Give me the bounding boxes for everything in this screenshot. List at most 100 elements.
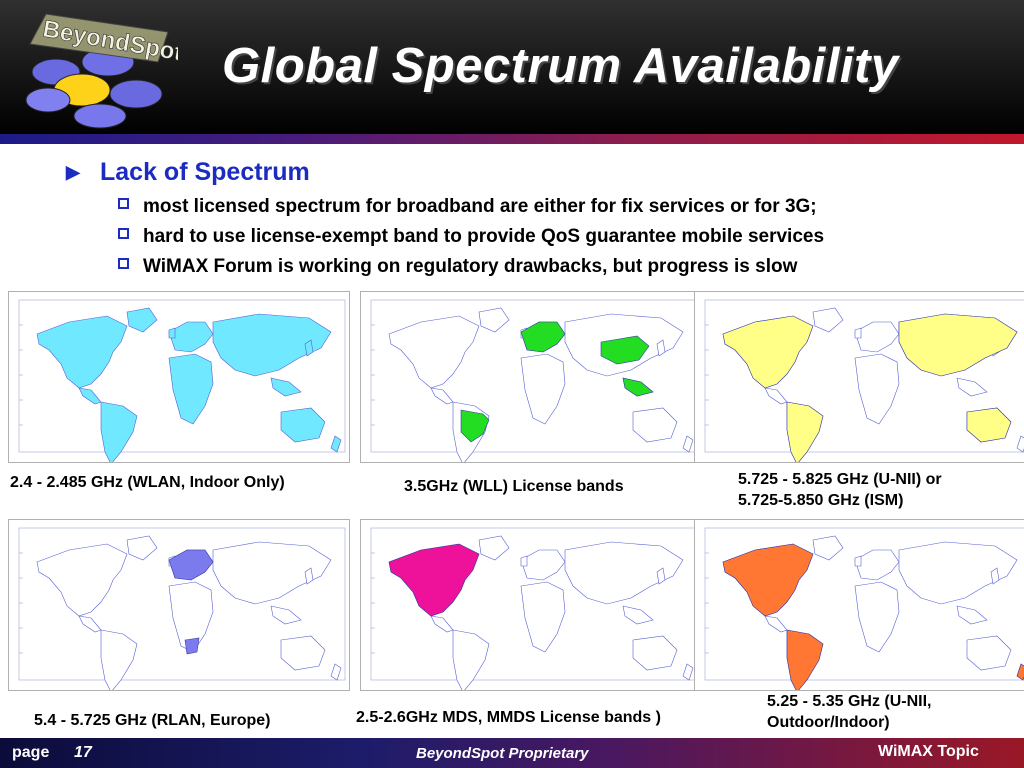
square-bullet-icon (118, 258, 129, 269)
world-map-2 (360, 291, 702, 463)
landmass-south-america (100, 629, 138, 690)
landmass-japan (656, 567, 666, 585)
landmass-north-america (36, 543, 128, 617)
beyondspot-logo: BeyondSpot (25, 13, 178, 129)
triangle-bullet-icon: ▶ (66, 162, 80, 182)
highlight-china (600, 335, 650, 365)
caption-line: Outdoor/Indoor) (767, 714, 890, 731)
landmass-greenland (478, 307, 510, 333)
highlight-south-america (786, 629, 824, 690)
landmass-asia (898, 541, 1018, 605)
main-bullet: ▶ Lack of Spectrum (66, 158, 310, 187)
landmass-europe (854, 549, 900, 581)
landmass-australia (280, 407, 326, 443)
landmass-southeast-asia (956, 605, 988, 625)
landmass-new-zealand (682, 435, 694, 453)
highlight-southeast-asia (622, 377, 654, 397)
landmass-north-america (388, 315, 480, 389)
title-banner: BeyondSpot Global Spectrum Availability (0, 0, 1024, 134)
landmass-africa (854, 353, 900, 425)
landmass-asia (212, 313, 332, 377)
landmass-south-america (452, 629, 490, 690)
landmass-greenland (478, 535, 510, 561)
page-label: page (12, 744, 50, 761)
landmass-europe (520, 549, 566, 581)
landmass-south-america (100, 401, 138, 462)
world-map-6 (694, 519, 1024, 691)
landmass-new-zealand (1016, 435, 1024, 453)
world-map-3 (694, 291, 1024, 463)
landmass-new-zealand (330, 663, 342, 681)
world-map-1 (8, 291, 350, 463)
landmass-central-america (430, 615, 454, 633)
landmass-japan (656, 339, 666, 357)
landmass-europe (854, 321, 900, 353)
sub-bullet-text: hard to use license-exempt band to provi… (143, 226, 825, 247)
highlight-south-africa (184, 637, 200, 655)
highlight-europe (168, 549, 214, 581)
page-title: Global Spectrum Availability (222, 39, 899, 93)
landmass-africa (854, 581, 900, 653)
map-caption-2: 3.5GHz (WLL) License bands (404, 478, 624, 495)
landmass-australia (280, 635, 326, 671)
landmass-central-america (764, 615, 788, 633)
landmass-africa (168, 353, 214, 425)
caption-line: 5.725 - 5.825 GHz (U-NII) or (738, 471, 942, 488)
highlight-new-zealand (1016, 663, 1024, 681)
map-graphic (704, 299, 1024, 462)
highlight-north-america (388, 543, 480, 617)
map-caption-6: 5.25 - 5.35 GHz (U-NII, Outdoor/Indoor) (767, 691, 932, 733)
map-frame (18, 299, 346, 453)
map-graphic (370, 527, 698, 690)
caption-line: 5.25 - 5.35 GHz (U-NII, (767, 693, 932, 710)
landmass-africa (520, 581, 566, 653)
landmass-australia (966, 635, 1012, 671)
map-graphic (704, 527, 1024, 690)
landmass-central-america (78, 615, 102, 633)
map-frame (18, 527, 346, 681)
map-frame (704, 527, 1024, 681)
footer-bar: page 17 BeyondSpot Proprietary WiMAX Top… (0, 738, 1024, 768)
landmass-asia (564, 541, 684, 605)
highlight-north-america (722, 315, 814, 389)
landmass-japan (990, 567, 1000, 585)
square-bullet-icon (118, 198, 129, 209)
landmass-australia (632, 635, 678, 671)
map-frame (704, 299, 1024, 453)
landmass-central-america (78, 387, 102, 405)
landmass-southeast-asia (270, 377, 302, 397)
highlight-north-america (722, 543, 814, 617)
landmass-southeast-asia (270, 605, 302, 625)
landmass-africa (520, 353, 566, 425)
sub-bullet-text: most licensed spectrum for broadband are… (143, 196, 817, 217)
landmass-uk (168, 327, 176, 339)
landmass-australia (632, 407, 678, 443)
map-graphic (370, 299, 698, 462)
square-bullet-icon (118, 228, 129, 239)
main-bullet-text: Lack of Spectrum (100, 158, 310, 186)
highlight-south-america (786, 401, 824, 462)
landmass-europe (168, 321, 214, 353)
topic-label: WiMAX Topic (878, 743, 979, 760)
landmass-japan (304, 567, 314, 585)
map-caption-4: 5.4 - 5.725 GHz (RLAN, Europe) (34, 712, 271, 729)
map-caption-5: 2.5-2.6GHz MDS, MMDS License bands ) (356, 709, 661, 726)
landmass-greenland (126, 307, 158, 333)
landmass-central-america (764, 387, 788, 405)
world-map-4 (8, 519, 350, 691)
highlight-brazil (460, 409, 490, 443)
map-caption-3: 5.725 - 5.825 GHz (U-NII) or 5.725-5.850 … (738, 469, 942, 511)
sub-bullet-text: WiMAX Forum is working on regulatory dra… (143, 256, 798, 277)
landmass-greenland (812, 307, 844, 333)
map-graphic (18, 299, 346, 462)
landmass-africa (168, 581, 214, 653)
world-map-5 (360, 519, 702, 691)
caption-line: 5.725-5.850 GHz (ISM) (738, 492, 904, 509)
proprietary-notice: BeyondSpot Proprietary (416, 745, 589, 762)
landmass-uk (854, 327, 862, 339)
page-number: 17 (74, 744, 92, 761)
landmass-japan (304, 339, 314, 357)
header-divider (0, 134, 1024, 144)
highlight-asia (898, 313, 1018, 377)
landmass-greenland (812, 535, 844, 561)
